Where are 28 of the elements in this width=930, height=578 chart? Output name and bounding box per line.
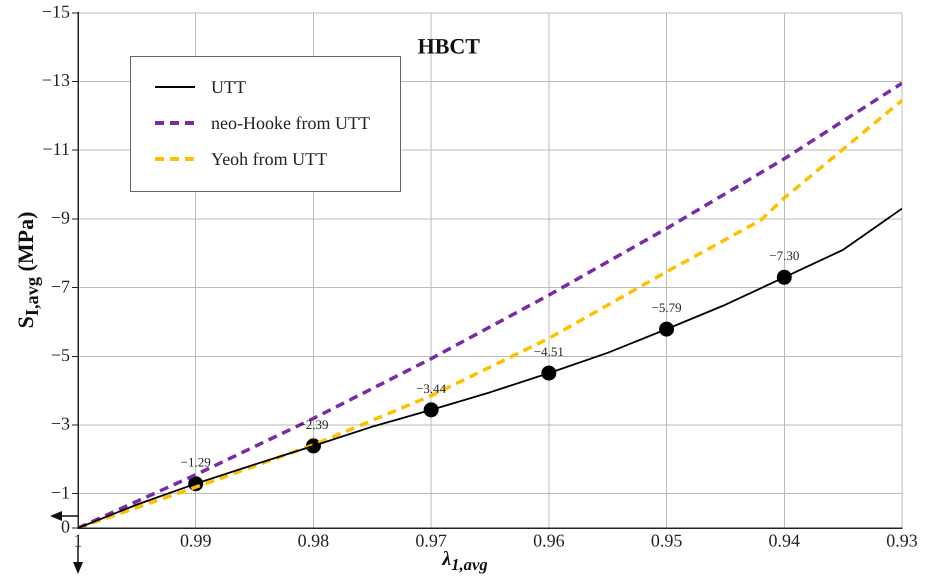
y-tick-label: 0 [61,516,70,537]
x-tick-label: 0.98 [298,530,330,551]
y-tick-label: −1 [50,482,70,502]
text: HBCT [418,33,480,58]
y-tick-label: −3 [50,414,70,434]
y-tick-label: −13 [42,70,70,90]
legend-label: UTT [211,76,246,98]
x-tick-label: 0.94 [768,530,800,551]
legend-label: neo-Hooke from UTT [211,112,370,134]
y-tick-label: −5 [50,345,70,365]
data-label: −7.30 [769,248,800,264]
data-label: −2.39 [298,416,328,432]
data-label: −1.29 [180,454,211,470]
x-tick-label: 0.93 [886,530,918,551]
y-tick-label: −9 [50,208,70,228]
data-label: −5.79 [652,300,682,316]
x-tick-label: 0.97 [415,530,447,551]
x-tick-label: 0.95 [650,530,682,551]
legend-label: Yeoh from UTT [211,148,328,170]
x-axis-title: λ$_{1,avg}$ [442,548,488,575]
x-tick-label: 0.96 [533,530,565,551]
y-tick-label: −11 [42,138,70,159]
y-tick-label: −7 [50,276,70,296]
data-label: −4.51 [534,344,564,360]
x-tick-label: 0.99 [180,530,212,551]
data-label: −3.44 [416,380,447,396]
x-tick-label: 1 [74,530,82,551]
y-tick-label: −15 [42,2,70,22]
